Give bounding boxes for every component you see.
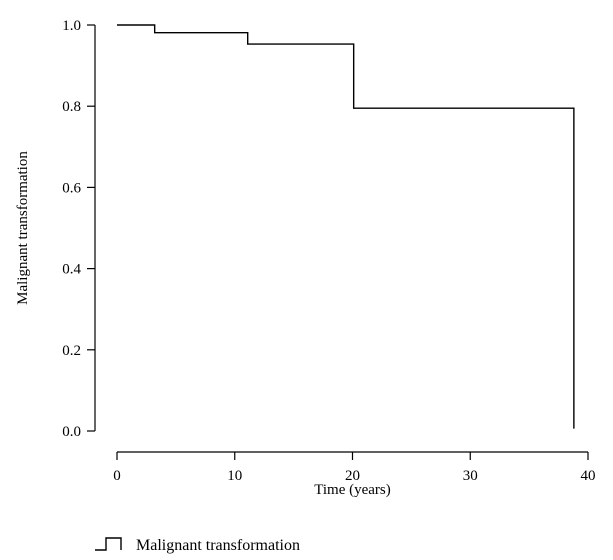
y-tick-label: 0.0 <box>62 424 81 440</box>
y-tick-label: 0.2 <box>62 343 81 359</box>
x-tick-label: 20 <box>345 468 360 484</box>
series-step-line <box>117 24 575 429</box>
x-tick-label: 40 <box>581 468 596 484</box>
legend: Malignant transformation <box>95 537 300 554</box>
y-tick-label: 0.6 <box>62 180 81 196</box>
y-axis-label: Malignant transformation <box>15 151 31 305</box>
y-tick-label: 1.0 <box>62 18 81 34</box>
legend-swatch-step-icon <box>95 537 122 551</box>
legend-label: Malignant transformation <box>136 537 300 554</box>
x-tick-label: 30 <box>463 468 478 484</box>
axes: 0 10 20 30 40 0.0 0.2 0.4 0.6 0.8 1.0 <box>62 18 595 484</box>
y-tick-label: 0.8 <box>62 99 81 115</box>
x-tick-label: 0 <box>113 468 121 484</box>
x-axis-label: Time (years) <box>314 482 391 498</box>
y-tick-label: 0.4 <box>62 262 81 278</box>
x-tick-label: 10 <box>227 468 242 484</box>
plot-area <box>117 24 575 429</box>
